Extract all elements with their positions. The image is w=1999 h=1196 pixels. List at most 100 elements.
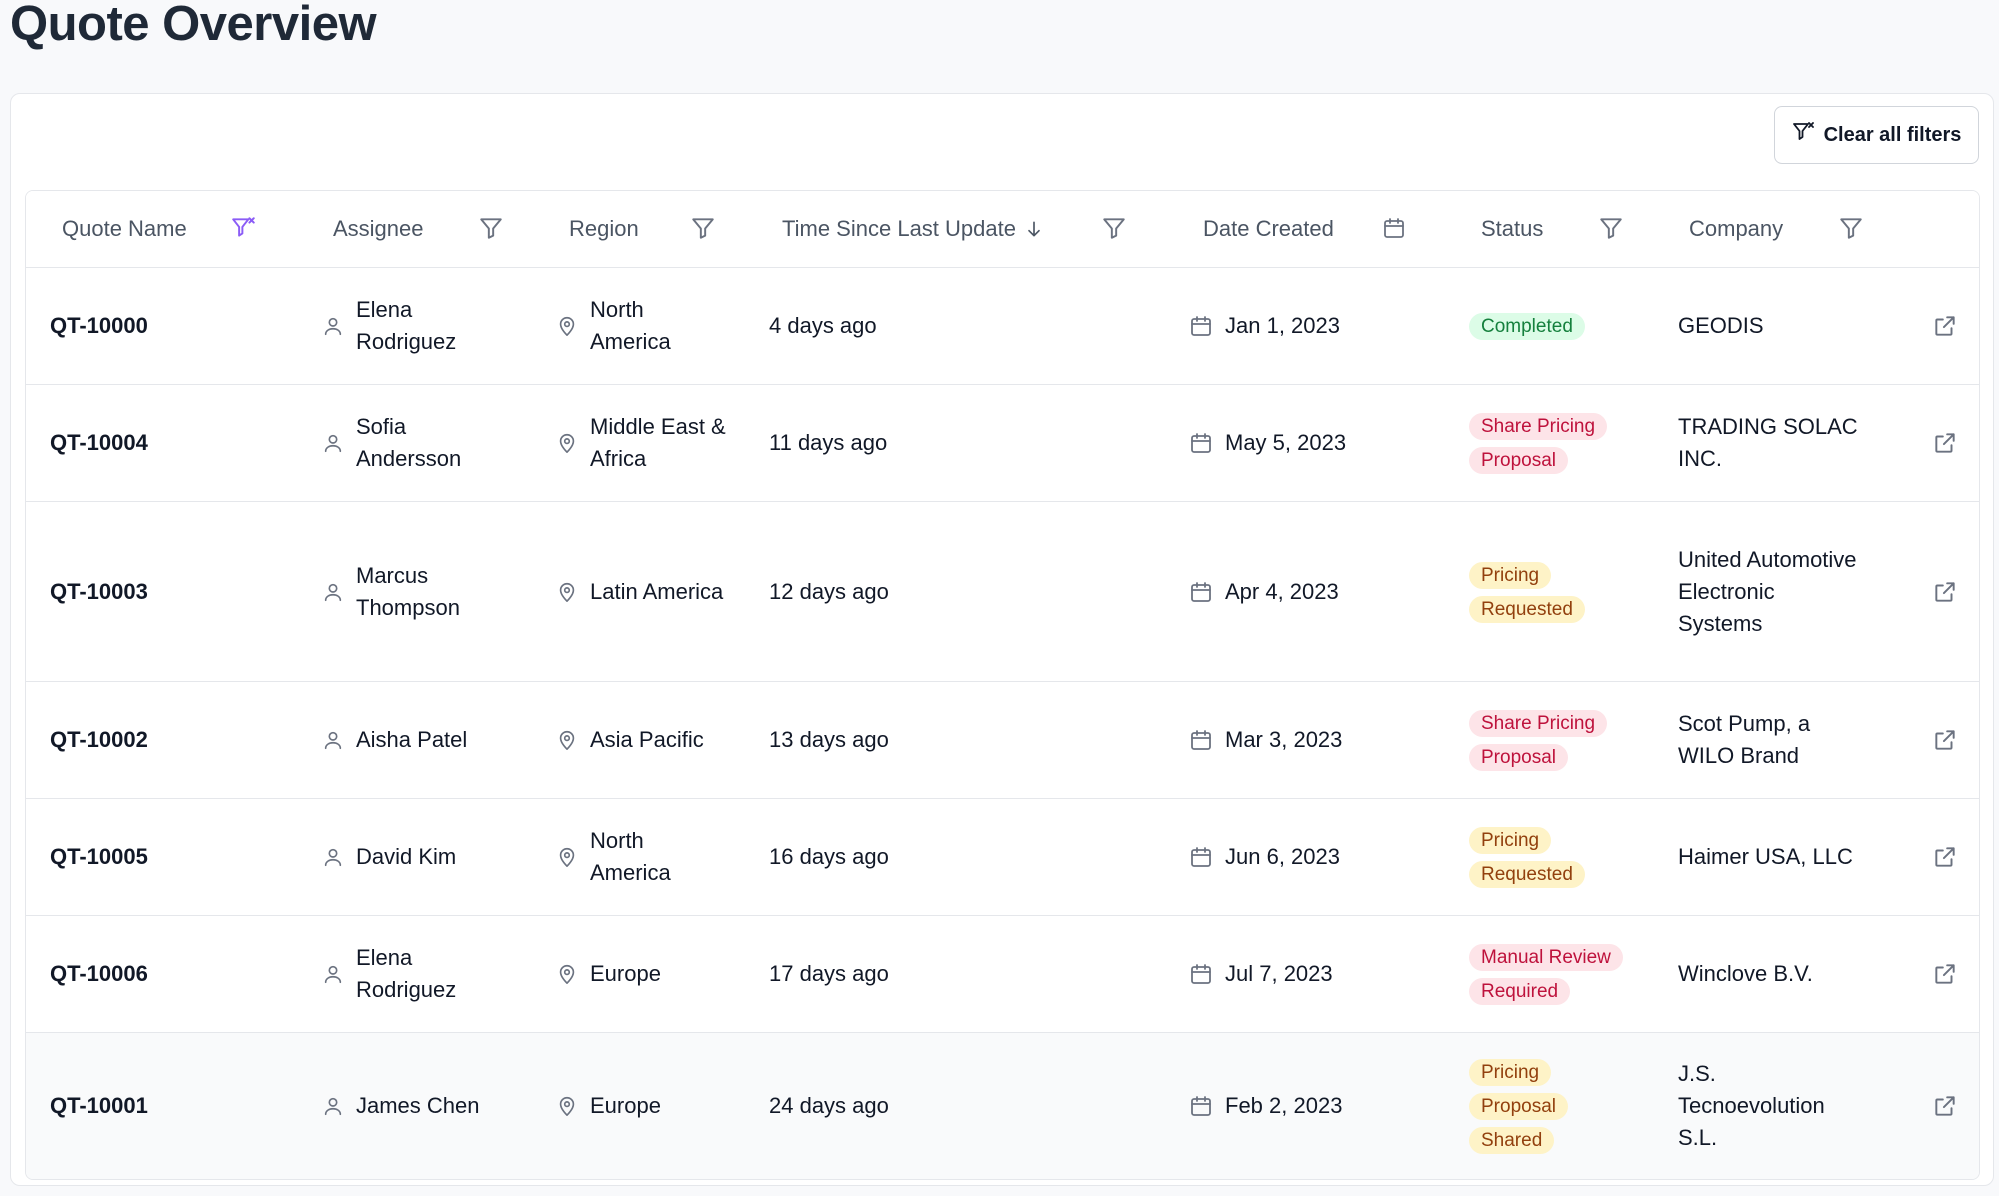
open-quote-link[interactable] [1932, 268, 1958, 384]
assignee-name: Aisha Patel [356, 727, 468, 752]
company-cell: Scot Pump, a WILO Brand [1678, 682, 1863, 798]
region-name: Latin America [590, 578, 724, 604]
region-name: North America [590, 828, 671, 885]
location-pin-icon [556, 1095, 578, 1117]
status-cell: Manual Review Required [1469, 916, 1644, 1032]
time-since-text: 17 days ago [769, 961, 889, 986]
page-title: Quote Overview [10, 0, 377, 51]
person-icon [322, 846, 344, 868]
filter-icon[interactable] [1838, 215, 1864, 241]
column-label: Quote Name [62, 216, 187, 241]
date-created-cell: Jan 1, 2023 [1189, 268, 1340, 384]
person-icon [322, 963, 344, 985]
table-row[interactable]: QT-10004 Sofia Andersson Middle East & Afr… [26, 385, 1979, 502]
region-name: Middle East & Africa [590, 414, 726, 471]
calendar-icon [1189, 1094, 1213, 1118]
status-cell: Pricing Requested [1469, 502, 1644, 681]
column-label: Assignee [333, 216, 424, 241]
quote-name[interactable]: QT-10006 [50, 916, 148, 1032]
open-quote-link[interactable] [1932, 502, 1958, 681]
time-since-text: 13 days ago [769, 727, 889, 752]
quote-id-text: QT-10003 [50, 578, 148, 604]
time-since-update: 24 days ago [769, 1033, 889, 1179]
column-header-assignee[interactable]: Assignee [333, 191, 424, 267]
quote-id-text: QT-10005 [50, 844, 148, 869]
assignee-cell: Elena Rodriguez [322, 916, 492, 1032]
calendar-filter-icon[interactable] [1381, 215, 1407, 241]
quote-name[interactable]: QT-10003 [50, 502, 148, 681]
company-cell: TRADING SOLAC INC. [1678, 385, 1863, 501]
date-created-cell: Jul 7, 2023 [1189, 916, 1333, 1032]
region-name: Asia Pacific [590, 727, 704, 752]
external-link-icon [1932, 844, 1958, 870]
status-badge: Share Pricing Proposal [1469, 413, 1608, 474]
quote-name[interactable]: QT-10001 [50, 1033, 148, 1179]
location-pin-icon [556, 315, 578, 337]
table-row[interactable]: QT-10000 Elena Rodriguez North America 4 da… [26, 268, 1979, 385]
open-quote-link[interactable] [1932, 916, 1958, 1032]
region-cell: North America [556, 799, 726, 915]
status-cell: Share Pricing Proposal [1469, 385, 1644, 501]
filter-icon[interactable] [478, 215, 504, 241]
clear-all-filters-button[interactable]: Clear all filters [1774, 106, 1979, 164]
quote-name[interactable]: QT-10000 [50, 268, 148, 384]
date-created-text: Jul 7, 2023 [1225, 961, 1333, 986]
table-row[interactable]: QT-10001 James Chen Europe 24 days ago Feb 2… [26, 1033, 1979, 1179]
column-label: Time Since Last Update [782, 216, 1016, 241]
quote-name[interactable]: QT-10005 [50, 799, 148, 915]
quote-id-text: QT-10004 [50, 430, 148, 455]
column-header-region[interactable]: Region [569, 191, 639, 267]
column-header-status[interactable]: Status [1481, 191, 1543, 267]
time-since-update: 16 days ago [769, 799, 889, 915]
time-since-update: 11 days ago [769, 385, 887, 501]
company-name: Scot Pump, a WILO Brand [1678, 711, 1811, 768]
column-header-quote-name[interactable]: Quote Name [62, 191, 187, 267]
company-cell: United Automotive Electronic Systems [1678, 502, 1863, 681]
time-since-update: 12 days ago [769, 502, 889, 681]
date-created-text: Jun 6, 2023 [1225, 844, 1340, 869]
filter-icon[interactable] [1101, 215, 1127, 241]
calendar-icon [1189, 728, 1213, 752]
column-label: Date Created [1203, 216, 1334, 241]
open-quote-link[interactable] [1932, 1033, 1958, 1179]
assignee-cell: Sofia Andersson [322, 385, 492, 501]
filter-clear-icon [1792, 120, 1816, 150]
quote-name[interactable]: QT-10004 [50, 385, 148, 501]
company-name: Winclove B.V. [1678, 961, 1813, 986]
column-header-company[interactable]: Company [1689, 191, 1783, 267]
column-header-time-since-last-update[interactable]: Time Since Last Update [782, 191, 1044, 267]
assignee-name: James Chen [356, 1093, 480, 1118]
column-label: Company [1689, 216, 1784, 241]
region-cell: Latin America [556, 502, 726, 681]
location-pin-icon [556, 846, 578, 868]
assignee-cell: James Chen [322, 1033, 492, 1179]
assignee-cell: Aisha Patel [322, 682, 492, 798]
quote-name[interactable]: QT-10002 [50, 682, 148, 798]
region-cell: North America [556, 268, 726, 384]
filter-icon[interactable] [1598, 215, 1624, 241]
open-quote-link[interactable] [1932, 385, 1958, 501]
table-row[interactable]: QT-10002 Aisha Patel Asia Pacific 13 days a… [26, 682, 1979, 799]
sort-descending-icon[interactable] [1024, 219, 1044, 239]
time-since-update: 13 days ago [769, 682, 889, 798]
open-quote-link[interactable] [1932, 682, 1958, 798]
filter-active-icon[interactable] [231, 215, 257, 241]
filter-icon[interactable] [690, 215, 716, 241]
table-row[interactable]: QT-10005 David Kim North America 16 days ag… [26, 799, 1979, 916]
table-header: Quote Name Assignee Region Time Since La… [26, 191, 1979, 268]
external-link-icon [1932, 313, 1958, 339]
status-badge: Manual Review Required [1469, 944, 1623, 1005]
quote-id-text: QT-10002 [50, 727, 148, 752]
column-label: Status [1481, 216, 1544, 241]
open-quote-link[interactable] [1932, 799, 1958, 915]
table-row[interactable]: QT-10003 Marcus Thompson Latin America 12 d… [26, 502, 1979, 682]
assignee-name: David Kim [356, 844, 457, 869]
column-header-date-created[interactable]: Date Created [1203, 191, 1334, 267]
column-label: Region [569, 216, 639, 241]
status-badge: Completed [1469, 313, 1585, 340]
quote-id-text: QT-10006 [50, 961, 148, 986]
person-icon [322, 432, 344, 454]
external-link-icon [1932, 430, 1958, 456]
table-row[interactable]: QT-10006 Elena Rodriguez Europe 17 days ago… [26, 916, 1979, 1033]
status-cell: Completed [1469, 268, 1644, 384]
